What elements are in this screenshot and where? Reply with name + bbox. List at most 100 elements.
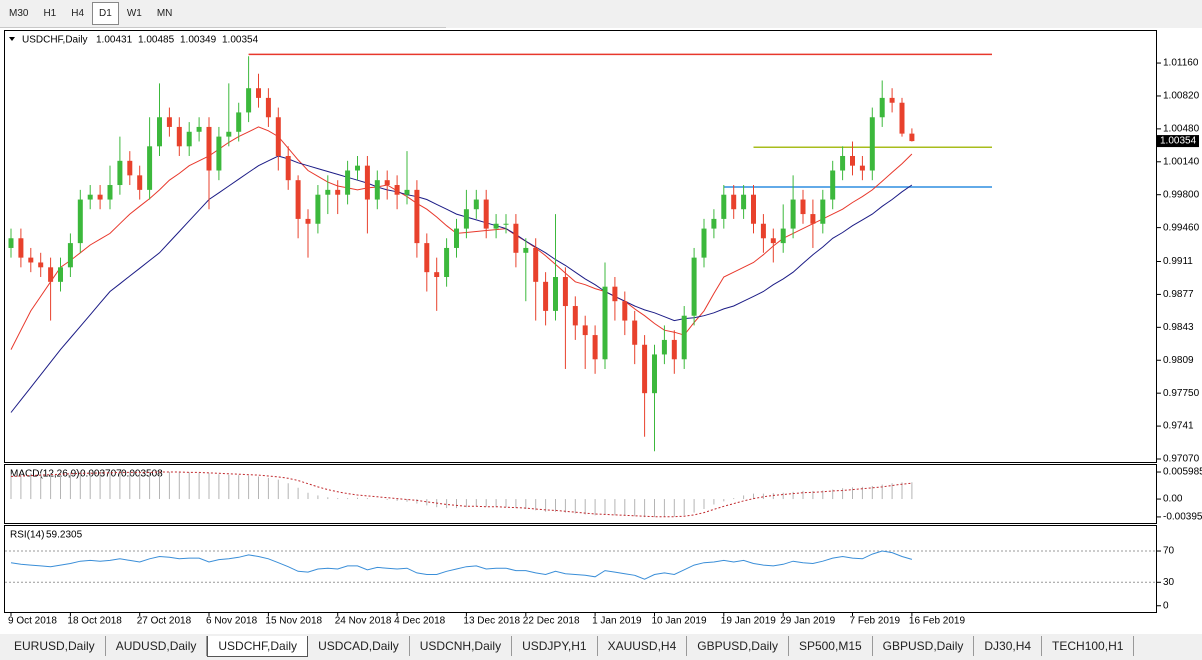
candle-body [28, 257, 34, 263]
candle-body [77, 199, 83, 244]
x-tick-label: 18 Oct 2018 [67, 616, 122, 627]
y-tick-label: 1.00480 [1163, 124, 1200, 135]
chart-tab[interactable]: DJ30,H4 [974, 636, 1043, 656]
chart-tab[interactable]: EURUSD,Daily [4, 636, 106, 656]
candle-body [285, 155, 291, 181]
y-tick-label: 0.9911 [1163, 256, 1193, 267]
macd-title: MACD(12,26,9) [10, 469, 79, 480]
chart-tab[interactable]: XAUUSD,H4 [598, 636, 688, 656]
y-tick-label: 0.9843 [1163, 322, 1194, 333]
candle-body [909, 133, 915, 142]
candle-body [117, 160, 123, 186]
chart-tab[interactable]: AUDUSD,Daily [106, 636, 208, 656]
candle-body [374, 180, 380, 200]
candle-body [790, 199, 796, 229]
chart-tab[interactable]: USDCHF,Daily [207, 636, 309, 657]
macd-signal [10, 471, 912, 518]
moving-average [10, 126, 913, 350]
candle-body [196, 126, 202, 132]
chart-tab[interactable]: GBPUSD,Daily [873, 636, 975, 656]
candle-body [523, 247, 529, 253]
candle-body [642, 344, 648, 394]
x-tick-label: 9 Oct 2018 [8, 616, 57, 627]
price-pane-frame [4, 30, 1157, 463]
y-tick-label: 0.99800 [1163, 189, 1200, 200]
candle-body [256, 88, 261, 98]
timeframe-button[interactable]: H4 [71, 8, 85, 19]
timeframe-button[interactable]: D1 [92, 2, 119, 25]
candle-body [463, 209, 469, 229]
candle-body [404, 189, 410, 195]
x-tick-label: 27 Oct 2018 [137, 616, 192, 627]
candle-body [533, 247, 539, 282]
candle-body [166, 117, 172, 127]
timeframe-button[interactable]: W1 [126, 8, 142, 19]
x-tick-label: 19 Jan 2019 [721, 616, 776, 627]
timeframe-button[interactable]: MN [156, 8, 173, 19]
candle-body [721, 194, 727, 219]
chart-tab[interactable]: USDCAD,Daily [308, 636, 410, 656]
candle-body [265, 97, 271, 118]
candle-body [830, 170, 836, 200]
chart-tab[interactable]: USDCNH,Daily [410, 636, 513, 656]
candle-body [602, 286, 608, 360]
candle-body [592, 335, 598, 360]
candle-body [38, 262, 44, 268]
x-tick-label: 1 Jan 2019 [592, 616, 642, 627]
candle-body [770, 238, 776, 244]
candle-body [424, 243, 430, 273]
current-price-label: 1.00354 [1160, 136, 1197, 147]
candle-body [701, 228, 707, 258]
chart-tabs: EURUSD,Daily AUDUSD,Daily USDCHF,Daily USDC… [4, 636, 1135, 658]
chart-tab[interactable]: USDJPY,H1 [512, 636, 598, 656]
candle-body [879, 97, 885, 118]
chart-tab[interactable]: TECH100,H1 [1042, 636, 1135, 656]
y-tick-label: 0.00 [1163, 494, 1183, 505]
candle-body [751, 194, 756, 224]
rsi-pane-frame [4, 525, 1157, 613]
y-tick-label: 0.97750 [1163, 388, 1200, 399]
candle-body [562, 276, 568, 307]
x-tick-label: 24 Nov 2018 [335, 616, 392, 627]
candle-body [632, 320, 638, 345]
candle-body [622, 301, 628, 321]
current-price-box [1157, 135, 1199, 148]
candle-body [18, 238, 24, 258]
rsi-value: 59.2305 [46, 530, 83, 541]
timeframe-button[interactable]: H1 [43, 8, 57, 19]
y-tick-label: 1.00820 [1163, 91, 1200, 102]
ohlc-open: 1.00431 [96, 35, 133, 46]
ohlc-low: 1.00349 [180, 35, 217, 46]
x-tick-label: 4 Dec 2018 [394, 616, 446, 627]
candle-body [8, 238, 14, 248]
y-tick-label: 0.9741 [1163, 421, 1194, 432]
candle-body [364, 165, 370, 200]
candle-body [147, 146, 153, 190]
y-tick-label: 0.97070 [1163, 454, 1200, 465]
candle-body [652, 354, 657, 394]
y-tick-label: 0.9877 [1163, 289, 1194, 300]
candle-body [681, 315, 687, 360]
candle-body [661, 339, 667, 355]
candle-body [553, 276, 558, 311]
candle-body [157, 117, 162, 147]
chart-tab[interactable]: GBPUSD,Daily [687, 636, 789, 656]
candle-body [345, 170, 351, 195]
chart-tab[interactable]: SP500,M15 [789, 636, 873, 656]
candle-body [859, 165, 865, 171]
macd-value: 0.003707 [80, 469, 122, 480]
y-tick-label: 0 [1163, 600, 1169, 611]
x-tick-label: 15 Nov 2018 [265, 616, 322, 627]
candle-body [275, 117, 281, 156]
y-tick-label: 0.99460 [1163, 222, 1200, 233]
candle-body [582, 325, 588, 336]
y-tick-label: 1.01160 [1163, 58, 1199, 69]
candle-body [48, 267, 54, 282]
candle-body [58, 267, 63, 282]
candle-body [305, 218, 311, 224]
candle-body [216, 136, 222, 171]
candle-body [543, 281, 549, 311]
timeframe-button[interactable]: M30 [9, 8, 29, 19]
y-tick-label: 0.005985 [1163, 467, 1202, 478]
